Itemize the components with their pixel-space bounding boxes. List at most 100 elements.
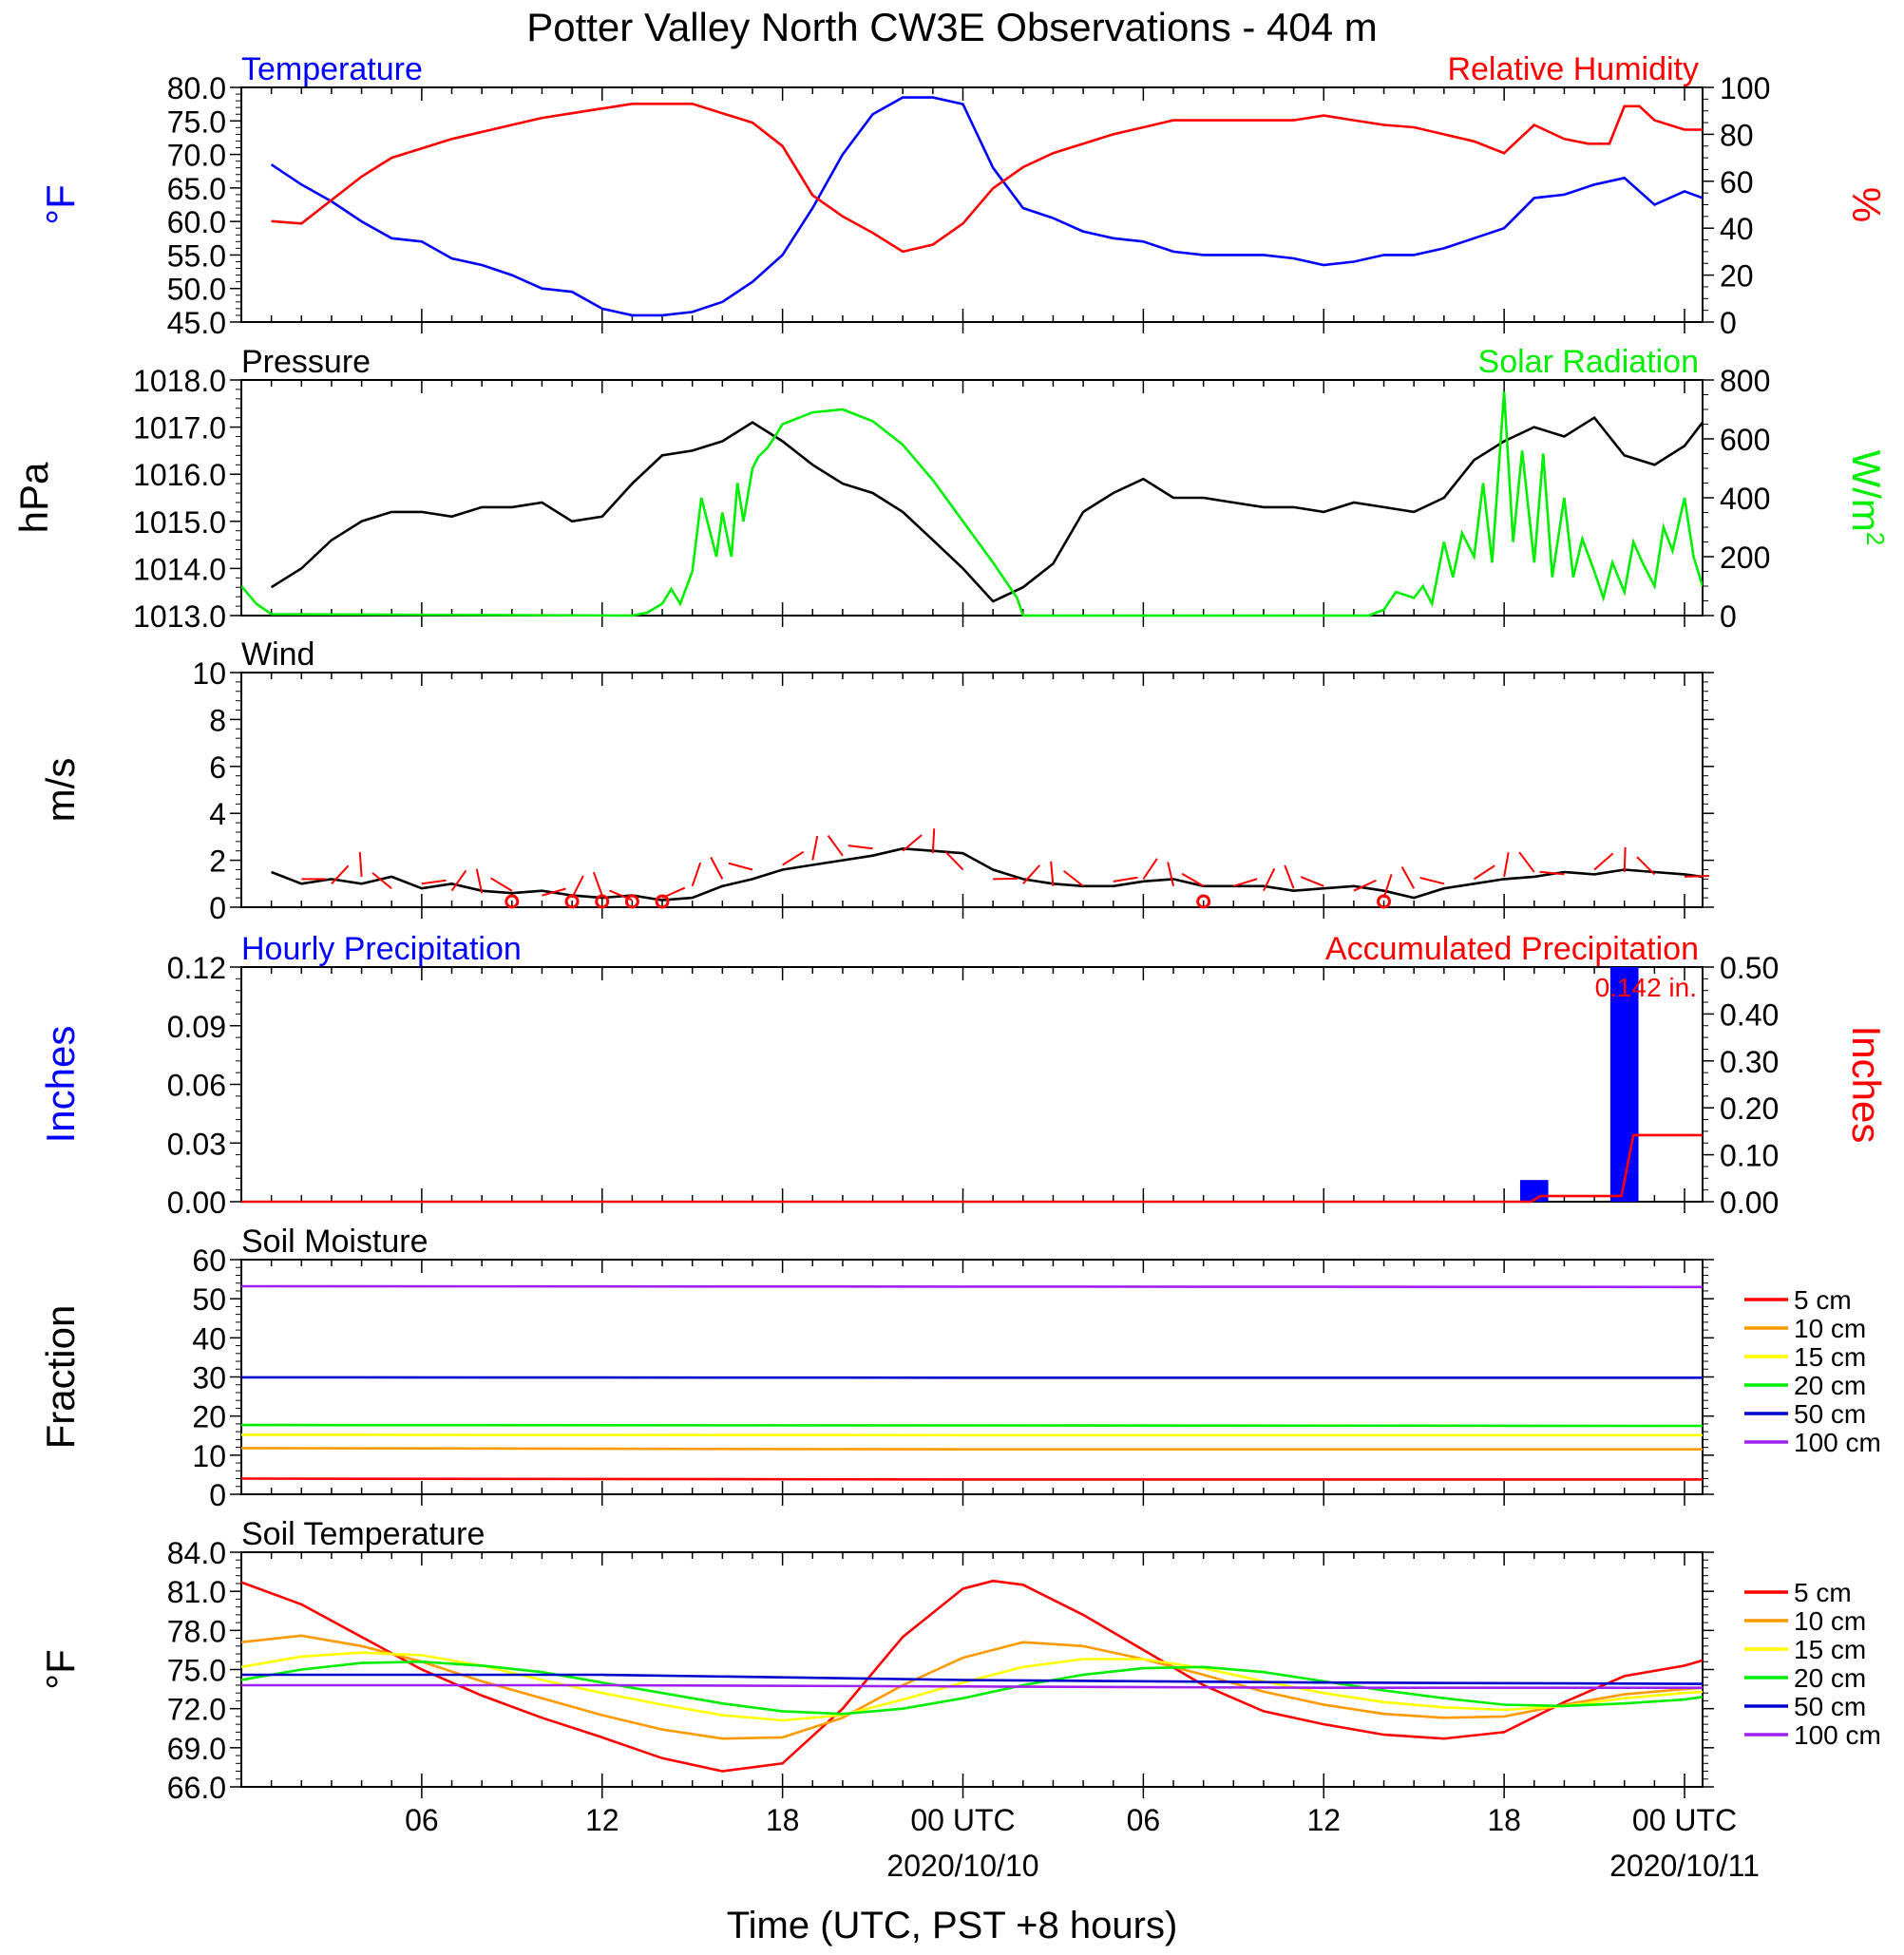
y-tick-label: 45.0 (167, 306, 226, 340)
legend-entry: 15 cm (1794, 1635, 1866, 1664)
legend-entry: 100 cm (1794, 1428, 1881, 1457)
y-tick-label: 60.0 (167, 205, 226, 239)
panel-title-right: Relative Humidity (1447, 51, 1699, 87)
y-right-tick-label: 0.50 (1720, 951, 1779, 985)
calm-wind-circle (564, 894, 580, 909)
wind-barb (902, 834, 923, 852)
y-right-tick-label: 0.00 (1720, 1186, 1779, 1220)
wind-barb (1142, 858, 1158, 880)
y-tick-label: 50 (192, 1282, 226, 1317)
y-axis-label-left: °F (38, 1649, 83, 1689)
wind-barb (710, 856, 724, 880)
y-tick-label: 30 (192, 1361, 226, 1395)
y-tick-label: 1018.0 (133, 364, 226, 398)
y-tick-label: 0.12 (167, 951, 226, 985)
y-right-tick-label: 0.10 (1720, 1139, 1779, 1173)
y-tick-label: 1016.0 (133, 458, 226, 492)
wind-barb (1113, 876, 1138, 883)
y-axis-label-left: Fraction (38, 1305, 83, 1450)
wind-barb (542, 887, 566, 897)
wind-barb (931, 828, 936, 854)
wind-barb (1593, 852, 1614, 871)
y-tick-label: 2 (209, 845, 226, 879)
y-axis-label-left: m/s (38, 758, 83, 823)
x-axis-label: Time (UTC, PST +8 hours) (727, 1905, 1178, 1946)
y-tick-label: 69.0 (167, 1732, 226, 1766)
panel-title-right: Accumulated Precipitation (1325, 931, 1699, 967)
series-line-20-cm (241, 1423, 1703, 1428)
wind-barb (782, 850, 805, 866)
y-tick-label: 1017.0 (133, 411, 226, 446)
calm-wind-circle (595, 894, 610, 909)
y-tick-label: 0 (209, 891, 226, 925)
wind-barb (1419, 877, 1445, 885)
wind-barb (1181, 872, 1205, 887)
y-tick-label: 78.0 (167, 1614, 226, 1648)
x-tick-label: 06 (1127, 1803, 1161, 1837)
y-tick-label: 84.0 (167, 1536, 226, 1570)
wind-barb (490, 877, 513, 892)
wind-barb (1284, 864, 1295, 889)
wind-barb (571, 875, 584, 899)
calm-wind-circle (655, 894, 670, 909)
y-right-tick-label: 100 (1720, 71, 1770, 105)
y-tick-label: 60 (192, 1243, 226, 1278)
y-tick-label: 0.03 (167, 1127, 226, 1161)
y-tick-label: 75.0 (167, 1654, 226, 1688)
y-right-tick-label: 800 (1720, 364, 1770, 398)
legend-entry: 5 cm (1794, 1578, 1852, 1607)
y-axis-label-left: hPa (11, 462, 56, 533)
panel-title-left: Pressure (241, 344, 371, 380)
y-tick-label: 75.0 (167, 104, 226, 139)
y-axis-label-left: Inches (38, 1026, 83, 1144)
y-tick-label: 1015.0 (133, 505, 226, 540)
panel-6: 66.0 69.0 72.0 75.0 78.0 81.0 84.0 Soil Tempera… (38, 1516, 1881, 1805)
legend-entry: 20 cm (1794, 1663, 1866, 1693)
wind-barb (728, 862, 753, 871)
wind-barb (592, 871, 603, 896)
wind-barb (1167, 862, 1175, 886)
wind-barb (1353, 879, 1377, 892)
calm-wind-circle (1196, 894, 1211, 909)
wind-barb (1539, 870, 1565, 876)
wind-barb (847, 845, 873, 850)
y-right-tick-label: 0.40 (1720, 997, 1779, 1032)
series-line-15-cm (241, 1651, 1703, 1722)
y-tick-label: 1013.0 (133, 599, 226, 634)
panel-3: 0 2 4 6 8 10 Wind m/s (38, 636, 1714, 925)
wind-barb (691, 862, 702, 887)
panel-1: 45.050.055.060.065.070.075.080.0 0 20 40 60 8… (38, 51, 1889, 340)
y-right-tick-label: 0 (1720, 599, 1737, 634)
wind-barb (1518, 851, 1535, 873)
calm-wind-circle (624, 894, 639, 909)
y-axis-label-right: Inches (1844, 1026, 1889, 1144)
x-tick-label: 00 UTC (910, 1803, 1015, 1837)
wind-barb (1233, 878, 1258, 887)
panel-2: 1013.0 1014.0 1015.0 1016.0 1017.0 1018.0 0 200… (11, 344, 1890, 634)
plot-frame (240, 966, 1704, 1203)
y-right-tick-label: 200 (1720, 541, 1770, 575)
y-tick-label: 1014.0 (133, 552, 226, 586)
legend-entry: 10 cm (1794, 1314, 1866, 1343)
series-line-100-cm (241, 1284, 1703, 1289)
x-date-label: 2020/10/10 (886, 1849, 1038, 1883)
y-tick-label: 72.0 (167, 1693, 226, 1727)
wind-barb (811, 835, 819, 861)
y-tick-label: 81.0 (167, 1575, 226, 1609)
panel-4: 0.00 0.03 0.06 0.09 0.12 0.00 0.10 0.20 0.30 0.40… (38, 931, 1889, 1220)
y-right-tick-label: 0.30 (1720, 1045, 1779, 1079)
wind-barb (371, 872, 392, 890)
wind-barb (358, 851, 363, 877)
y-tick-label: 4 (209, 797, 226, 831)
legend-entry: 100 cm (1794, 1720, 1881, 1750)
legend-entry: 15 cm (1794, 1342, 1866, 1372)
legend-entry: 50 cm (1794, 1692, 1866, 1721)
y-tick-label: 0 (209, 1478, 226, 1512)
wind-barb (331, 864, 350, 884)
wind-barb (1473, 864, 1495, 881)
calm-wind-circle (505, 894, 520, 909)
y-right-tick-label: 0.20 (1720, 1091, 1779, 1126)
wind-barb (1300, 876, 1324, 887)
y-axis-label-right: % (1844, 187, 1889, 222)
legend-entry: 50 cm (1794, 1399, 1866, 1429)
